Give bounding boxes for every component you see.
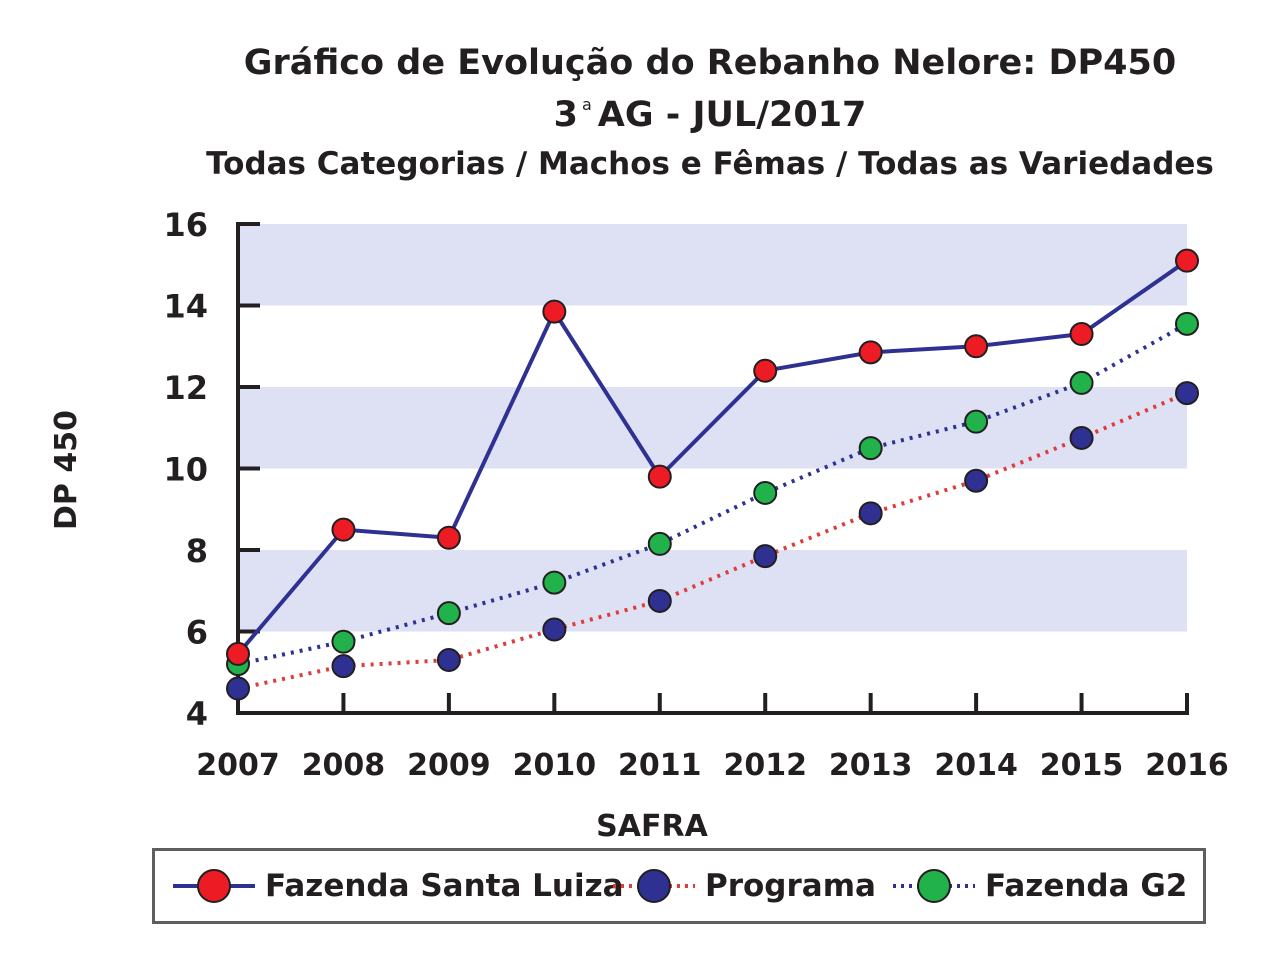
point-programa-2011 — [647, 588, 672, 613]
x-axis-label: SAFRA — [596, 809, 708, 844]
point-fazenda-g2-2014 — [964, 409, 989, 434]
point-fazenda-santa-luiza-2010 — [542, 299, 567, 324]
axes — [236, 222, 1189, 715]
y-tick-label-10: 10 — [163, 451, 208, 489]
x-tick-label-2013: 2013 — [829, 748, 913, 783]
series-line-fazenda-g2 — [237, 322, 1188, 667]
point-fazenda-santa-luiza-2015 — [1069, 322, 1094, 347]
legend-item-fazenda-g2: Fazenda G2 — [893, 851, 1187, 921]
legend-label-fazenda-santa-luiza: Fazenda Santa Luiza — [265, 868, 624, 904]
series-markers — [226, 248, 1199, 701]
point-fazenda-g2-2013 — [858, 436, 883, 461]
point-fazenda-g2-2016 — [1175, 311, 1199, 336]
legend-label-fazenda-g2: Fazenda G2 — [985, 868, 1188, 904]
x-tick-label-2014: 2014 — [934, 748, 1018, 783]
y-tick-label-8: 8 — [186, 532, 208, 570]
point-programa-2012 — [753, 544, 778, 569]
title-line2-rest: AG - JUL/2017 — [597, 95, 867, 135]
chart-title-line2: 3 a AG - JUL/2017 — [0, 97, 1280, 133]
point-fazenda-santa-luiza-2009 — [436, 525, 461, 550]
point-programa-2015 — [1069, 425, 1094, 450]
y-tick-label-6: 6 — [186, 614, 208, 652]
x-tick-labels: 2007 2008 2009 2010 2011 2012 2013 2014 2015 2016 — [196, 748, 1229, 783]
y-axis-label: DP 450 — [49, 410, 84, 530]
legend-label-programa: Programa — [705, 868, 876, 904]
legend: Fazenda Santa Luiza Programa Fazenda G2 — [152, 848, 1206, 924]
x-tick-label-2016: 2016 — [1145, 748, 1229, 783]
point-programa-2007 — [226, 676, 250, 701]
band-14-16 — [238, 224, 1187, 306]
chart-subtitle: Todas Categorias / Machos e Fêmas / Toda… — [206, 146, 1214, 182]
y-tick-label-12: 12 — [163, 369, 208, 407]
x-tick-label-2008: 2008 — [302, 748, 386, 783]
band-10-12 — [238, 387, 1187, 469]
point-programa-2009 — [436, 648, 461, 673]
legend-item-fazenda-santa-luiza: Fazenda Santa Luiza — [173, 851, 624, 921]
point-fazenda-santa-luiza-2014 — [964, 334, 989, 359]
point-fazenda-g2-2010 — [542, 570, 567, 595]
point-fazenda-santa-luiza-2016 — [1175, 248, 1199, 273]
y-tick-label-16: 16 — [163, 206, 208, 244]
point-fazenda-g2-2008 — [331, 629, 356, 654]
y-tick-labels: 4 6 8 10 12 14 16 — [163, 206, 208, 733]
x-tick-label-2011: 2011 — [618, 748, 702, 783]
series-lines — [236, 259, 1189, 691]
x-tick-label-2007: 2007 — [196, 748, 280, 783]
line-chart: 4 6 8 10 12 14 16 2007 2008 2009 2010 2011 2012 2013… — [49, 206, 1229, 844]
x-tick-label-2010: 2010 — [513, 748, 597, 783]
point-fazenda-santa-luiza-2013 — [858, 340, 883, 365]
point-fazenda-santa-luiza-2012 — [753, 358, 778, 383]
point-fazenda-g2-2009 — [436, 601, 461, 626]
point-programa-2016 — [1175, 381, 1199, 406]
point-fazenda-g2-2011 — [647, 531, 672, 556]
background-bands — [238, 224, 1187, 632]
title-line2-superscript: a — [581, 95, 592, 114]
point-fazenda-santa-luiza-2007 — [226, 641, 250, 666]
point-programa-2014 — [964, 468, 989, 493]
point-programa-2008 — [331, 654, 356, 679]
point-programa-2010 — [542, 617, 567, 642]
legend-swatch-fazenda-santa-luiza — [173, 869, 255, 903]
point-fazenda-g2-2012 — [753, 480, 778, 505]
legend-swatch-programa — [613, 869, 695, 903]
point-programa-2013 — [858, 501, 883, 526]
series-line-fazenda-santa-luiza — [236, 259, 1189, 656]
legend-swatch-fazenda-g2 — [893, 869, 975, 903]
point-fazenda-g2-2015 — [1069, 370, 1094, 395]
y-tick-label-14: 14 — [163, 288, 208, 326]
legend-item-programa: Programa — [613, 851, 876, 921]
band-6-8 — [238, 550, 1187, 632]
x-tick-label-2009: 2009 — [407, 748, 491, 783]
series-line-programa — [237, 391, 1188, 691]
x-tick-label-2012: 2012 — [723, 748, 807, 783]
chart-title: Gráfico de Evolução do Rebanho Nelore: D… — [243, 43, 1177, 83]
point-fazenda-santa-luiza-2008 — [331, 517, 356, 542]
point-fazenda-santa-luiza-2011 — [647, 464, 672, 489]
title-line2-main: 3 — [553, 95, 578, 135]
x-tick-label-2015: 2015 — [1040, 748, 1124, 783]
y-tick-label-4: 4 — [186, 695, 208, 733]
